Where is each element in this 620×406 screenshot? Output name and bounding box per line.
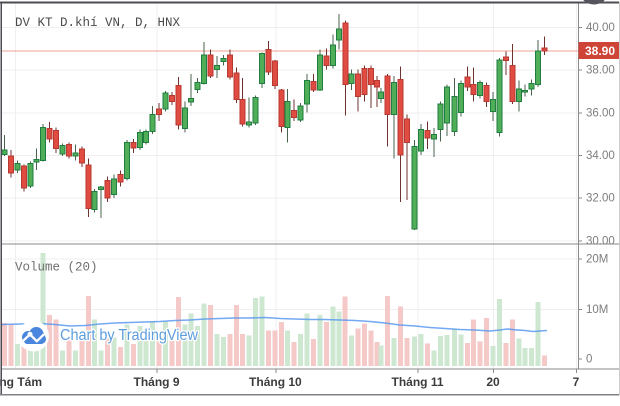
svg-text:20: 20 xyxy=(486,375,500,389)
svg-text:36.00: 36.00 xyxy=(586,107,615,119)
svg-text:7: 7 xyxy=(573,375,580,389)
svg-text:38.90: 38.90 xyxy=(585,44,615,58)
svg-text:0: 0 xyxy=(586,354,592,366)
svg-text:Tháng Tám: Tháng Tám xyxy=(0,375,42,389)
svg-text:Tháng 9: Tháng 9 xyxy=(133,375,179,389)
svg-text:32.00: 32.00 xyxy=(586,193,615,205)
svg-text:38.00: 38.00 xyxy=(586,65,615,77)
svg-text:30.00: 30.00 xyxy=(586,235,615,247)
svg-text:34.00: 34.00 xyxy=(586,150,615,162)
svg-text:Volume (20): Volume (20) xyxy=(15,261,98,275)
svg-text:40.00: 40.00 xyxy=(586,22,615,34)
svg-text:DV KT D.khí VN, D, HNX: DV KT D.khí VN, D, HNX xyxy=(15,16,181,30)
svg-text:Tháng 11: Tháng 11 xyxy=(391,375,443,389)
svg-text:Chart by TradingView: Chart by TradingView xyxy=(60,327,199,344)
svg-text:Tháng 10: Tháng 10 xyxy=(249,375,302,389)
svg-text:10M: 10M xyxy=(586,304,608,316)
svg-text:20M: 20M xyxy=(586,254,608,266)
